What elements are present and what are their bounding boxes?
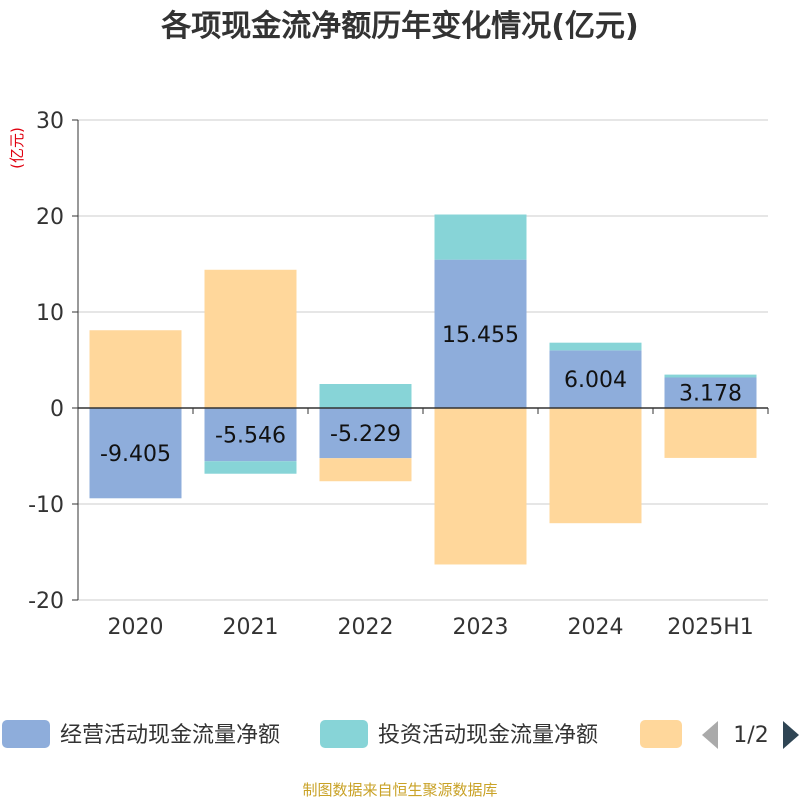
legend-prev-page-icon[interactable] — [702, 721, 718, 749]
x-tick-label-2025H1: 2025H1 — [667, 615, 754, 640]
bar-operating-2020 — [89, 408, 182, 499]
bar-operating-2022 — [319, 408, 412, 459]
y-axis-unit: (亿元) — [8, 127, 26, 169]
y-tick-label-4: -10 — [28, 493, 64, 518]
bar-operating-2023 — [434, 259, 527, 408]
legend: 经营活动现金流量净额 投资活动现金流量净额 1/2 — [2, 720, 799, 749]
bar-investing-2022 — [319, 384, 412, 408]
x-tick-label-2022: 2022 — [338, 615, 394, 640]
data-label-2021: -5.546 — [215, 424, 286, 449]
data-label-2022: -5.229 — [330, 422, 401, 447]
y-tick-label-3: 0 — [50, 397, 64, 422]
bar-financing-2024 — [549, 408, 642, 524]
x-tick-label-2024: 2024 — [568, 615, 624, 640]
legend-label-operating: 经营活动现金流量净额 — [60, 723, 280, 748]
legend-item-operating[interactable]: 经营活动现金流量净额 — [2, 720, 280, 748]
bar-operating-2021 — [204, 408, 297, 462]
bar-operating-2024 — [549, 350, 642, 408]
bar-financing-2020 — [89, 330, 182, 408]
bar-investing-2021 — [204, 461, 297, 474]
legend-next-page-icon[interactable] — [783, 721, 799, 749]
legend-page-indicator: 1/2 — [733, 723, 768, 748]
data-labels: -9.405 -5.546 -5.229 15.455 6.004 3.178 — [100, 323, 742, 467]
data-label-2024: 6.004 — [564, 368, 627, 393]
bar-financing-2021 — [204, 269, 297, 408]
y-tick-label-0: 30 — [36, 109, 64, 134]
source-note: 制图数据来自恒生聚源数据库 — [302, 781, 497, 799]
bar-operating-2025H1 — [664, 377, 757, 408]
chart-title: 各项现金流净额历年变化情况(亿元) — [160, 9, 638, 44]
bar-financing-2022 — [319, 458, 412, 482]
bar-investing-2025H1 — [664, 374, 757, 378]
bar-financing-2025H1 — [664, 408, 757, 458]
bar-investing-2023 — [434, 214, 527, 260]
data-label-2023: 15.455 — [442, 323, 519, 348]
bar-investing-2024 — [549, 342, 642, 351]
x-tick-label-2020: 2020 — [108, 615, 164, 640]
legend-swatch-operating — [2, 720, 50, 748]
grid-lines — [78, 119, 768, 601]
legend-label-investing: 投资活动现金流量净额 — [378, 723, 598, 748]
legend-item-investing[interactable]: 投资活动现金流量净额 — [320, 720, 598, 748]
bar-financing-2023 — [434, 408, 527, 565]
x-tick-label-2023: 2023 — [453, 615, 509, 640]
legend-item-financing[interactable] — [640, 720, 682, 748]
bars — [89, 214, 757, 565]
data-label-2020: -9.405 — [100, 442, 171, 467]
legend-swatch-investing — [320, 720, 368, 748]
legend-swatch-financing — [640, 720, 682, 748]
data-label-2025H1: 3.178 — [679, 382, 742, 407]
y-tick-label-2: 10 — [36, 301, 64, 326]
y-tick-label-1: 20 — [36, 205, 64, 230]
y-tick-label-5: -20 — [28, 589, 64, 614]
axes: 30 20 10 0 -10 -20 2020 2021 2022 2023 2024 2025H1 — [28, 109, 769, 640]
x-tick-label-2021: 2021 — [223, 615, 279, 640]
